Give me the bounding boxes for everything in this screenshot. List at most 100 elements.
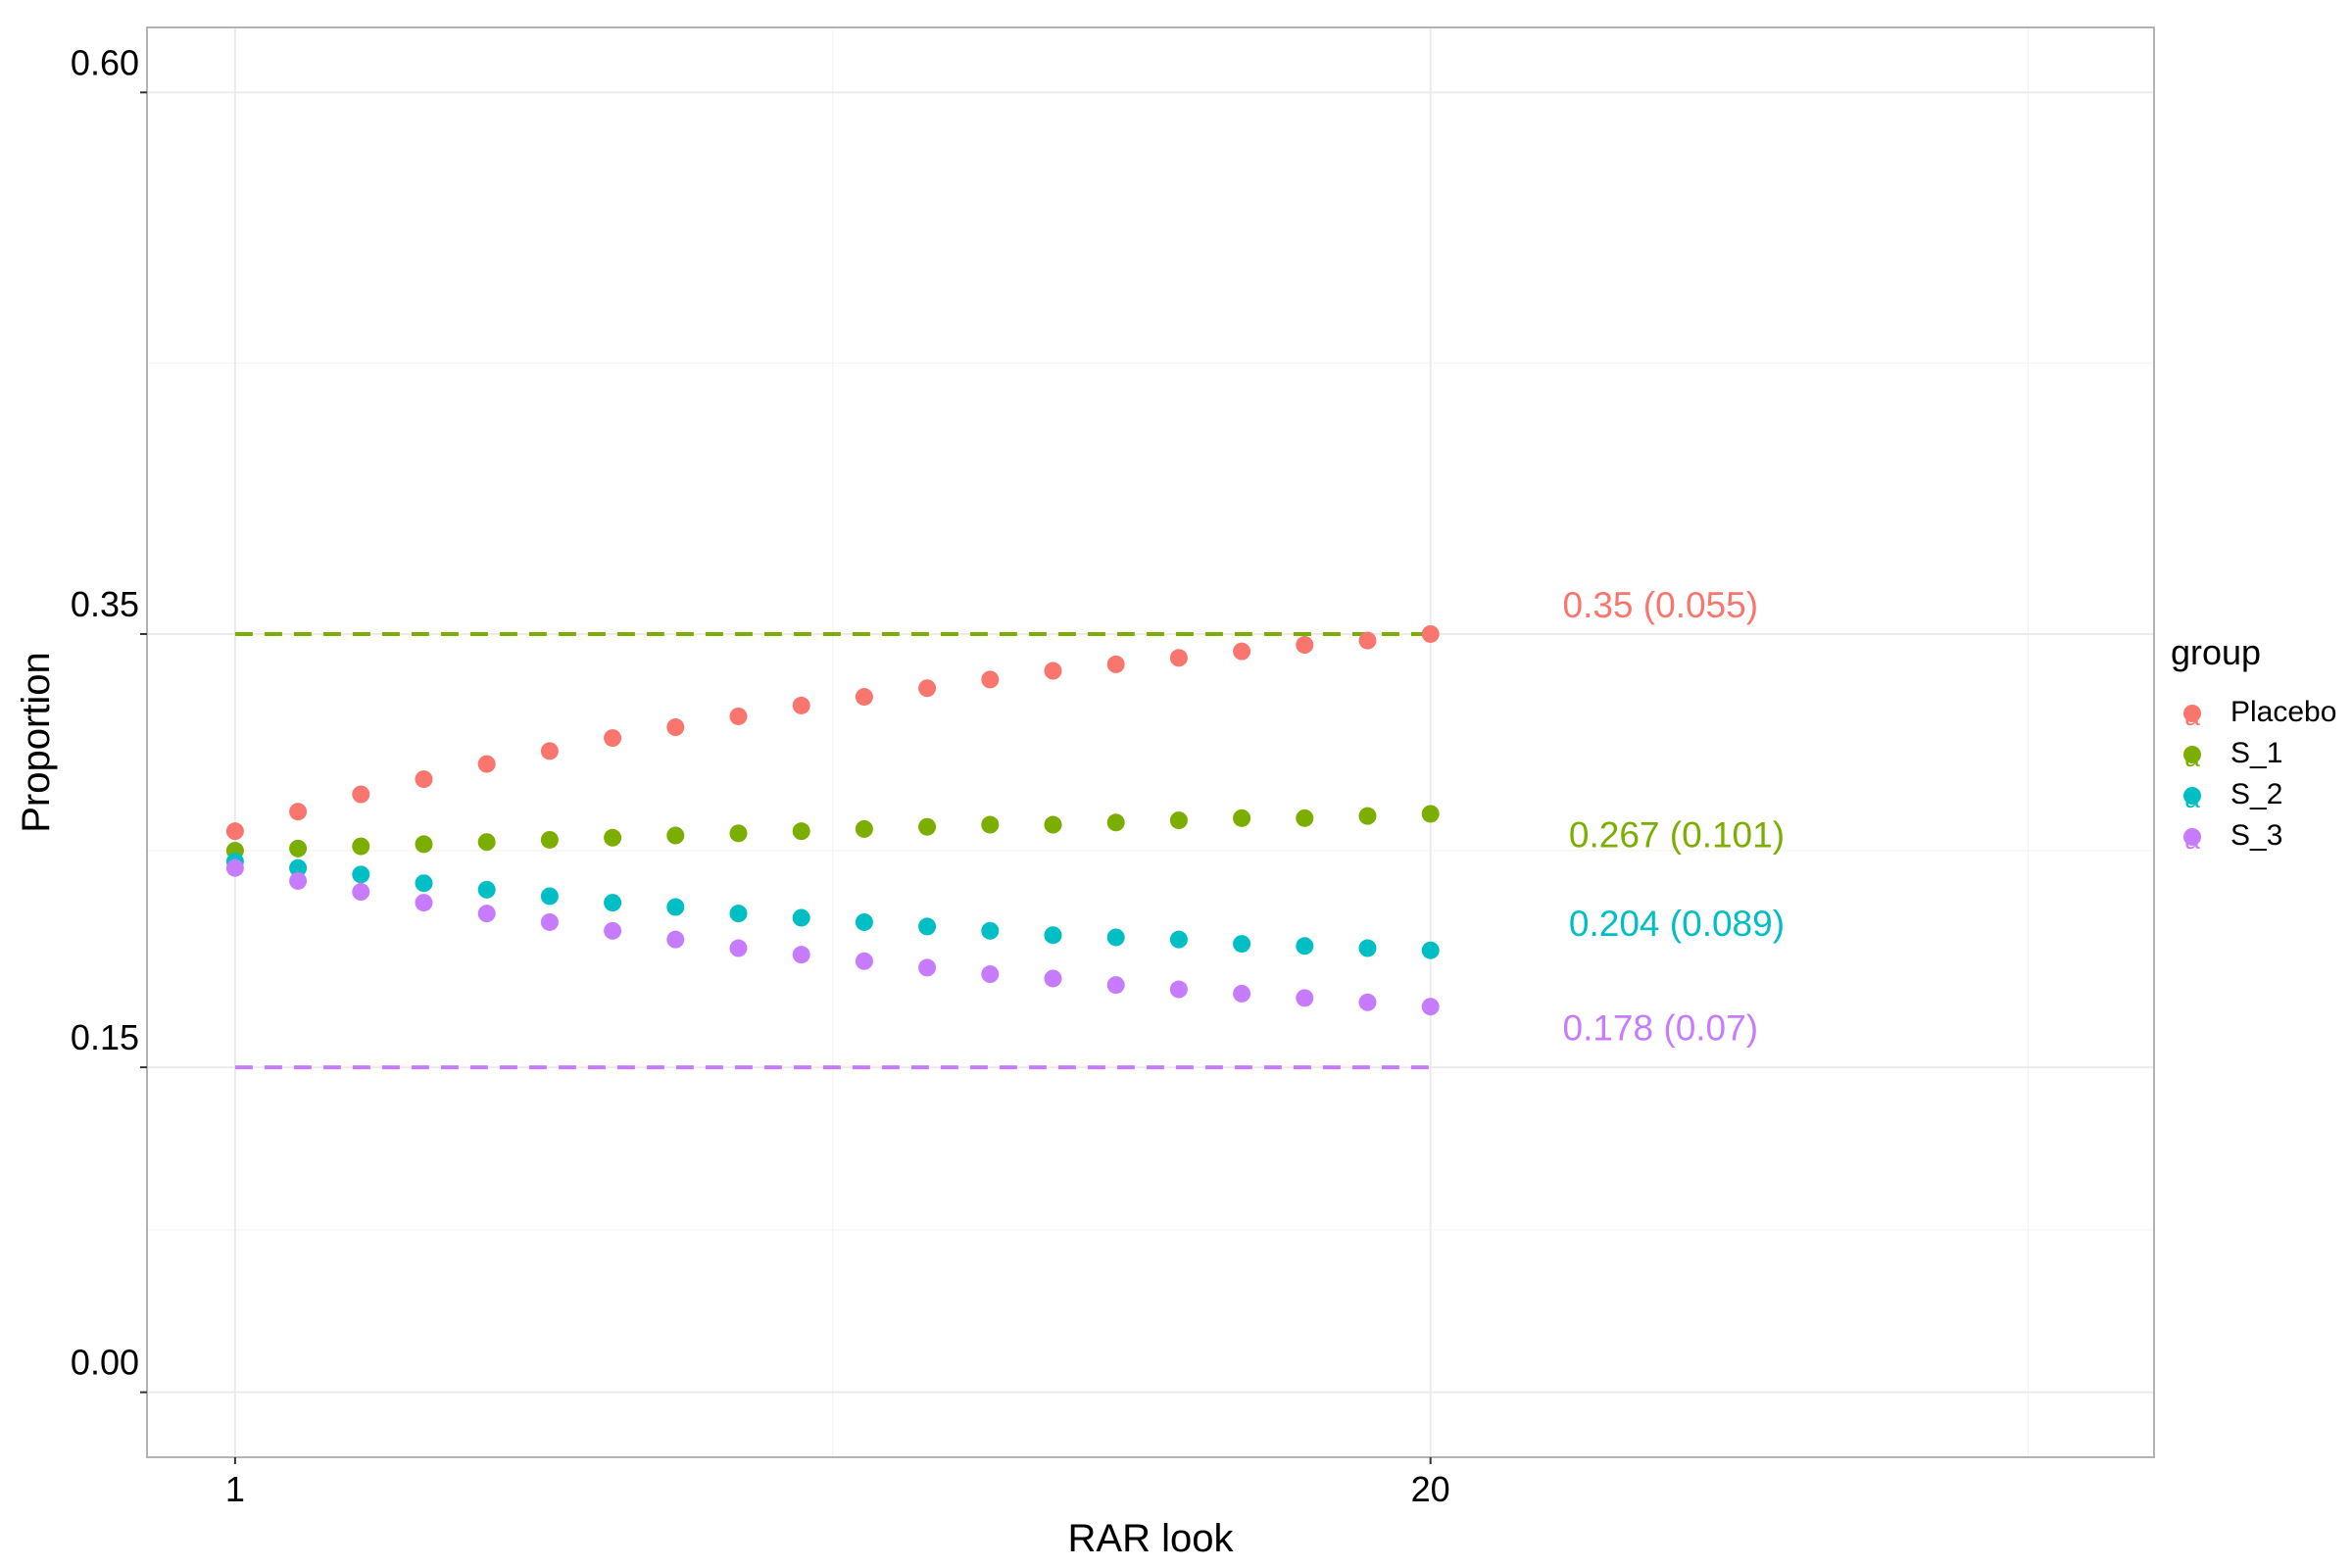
data-point <box>540 887 559 906</box>
data-point <box>1296 636 1314 655</box>
data-point <box>1044 969 1062 988</box>
data-point <box>1358 939 1377 957</box>
data-point <box>918 917 937 936</box>
data-point <box>729 905 748 923</box>
data-point <box>1106 813 1125 832</box>
legend-key-dot <box>2183 787 2201 805</box>
series-placebo <box>225 624 1440 841</box>
data-point <box>792 822 810 841</box>
legend-key-glyph: a <box>2184 824 2200 855</box>
legend-key-1: a <box>2183 742 2201 772</box>
data-point <box>666 898 685 916</box>
data-point <box>666 826 685 845</box>
data-point <box>1358 631 1377 650</box>
series-s-3 <box>225 858 1440 1016</box>
series-s-2 <box>225 853 1440 959</box>
data-point <box>981 815 1000 834</box>
legend-key-dot <box>2183 705 2201 722</box>
data-point <box>918 817 937 836</box>
data-point <box>604 894 622 912</box>
value-annotation-1: 0.267 (0.101) <box>1569 815 1785 856</box>
data-point <box>415 835 433 854</box>
y-axis-title: Proportion <box>15 652 58 833</box>
legend-key-glyph: a <box>2184 701 2200 731</box>
data-point <box>1169 930 1188 949</box>
y-tick-label: 0.00 <box>71 1343 139 1383</box>
data-point <box>477 833 496 852</box>
data-point <box>981 670 1000 689</box>
data-point <box>729 939 748 957</box>
data-point <box>352 865 370 884</box>
data-point <box>1044 662 1062 680</box>
x-axis-title: RAR look <box>1068 1517 1235 1560</box>
data-point <box>1106 655 1125 673</box>
data-point <box>1296 989 1314 1007</box>
legend-key-dot <box>2183 828 2201 846</box>
legend-key-glyph: a <box>2184 742 2200 772</box>
data-point <box>1358 807 1377 825</box>
data-point <box>289 858 308 877</box>
data-point <box>1169 811 1188 830</box>
data-point <box>477 755 496 773</box>
data-point <box>415 770 433 789</box>
data-point <box>1106 976 1125 995</box>
data-point <box>477 905 496 923</box>
panel-border <box>146 26 2155 1458</box>
data-point <box>1233 808 1251 827</box>
data-point <box>604 828 622 847</box>
y-tick-label: 0.35 <box>71 584 139 624</box>
series-s-1 <box>225 805 1440 860</box>
data-point <box>1169 649 1188 667</box>
data-point <box>729 824 748 843</box>
data-point <box>1421 805 1440 823</box>
data-point <box>666 930 685 949</box>
data-point <box>855 952 873 970</box>
data-point <box>666 718 685 737</box>
data-point <box>1233 642 1251 661</box>
data-point <box>1358 993 1377 1011</box>
legend-label: S_3 <box>2230 819 2282 852</box>
data-point <box>289 871 308 890</box>
data-point <box>540 830 559 849</box>
x-tick-label: 20 <box>1411 1469 1450 1509</box>
legend-key-dot <box>2183 746 2201 763</box>
data-point <box>1044 815 1062 834</box>
data-point <box>415 874 433 893</box>
data-point <box>1169 980 1188 999</box>
data-point <box>604 921 622 940</box>
data-point <box>1296 937 1314 956</box>
data-point <box>1421 624 1440 643</box>
data-point <box>352 837 370 856</box>
y-axis: 0.00 0.15 0.35 0.60 <box>71 42 147 1394</box>
data-point <box>918 958 937 977</box>
data-point <box>792 908 810 927</box>
data-point <box>792 696 810 714</box>
data-point <box>855 819 873 838</box>
data-point <box>604 729 622 748</box>
legend-label: S_1 <box>2230 737 2282 769</box>
value-annotation-0: 0.35 (0.055) <box>1563 585 1759 625</box>
data-point <box>1233 984 1251 1003</box>
legend-key-glyph: a <box>2184 783 2200 813</box>
x-axis: 1 20 <box>225 1457 1450 1509</box>
y-tick-label: 0.15 <box>71 1017 139 1057</box>
data-point <box>1296 808 1314 827</box>
legend-label: Placebo <box>2230 696 2336 728</box>
data-point <box>225 858 244 877</box>
data-point <box>981 921 1000 940</box>
data-point <box>918 679 937 698</box>
data-point <box>477 880 496 899</box>
legend-label: S_2 <box>2230 778 2282 810</box>
legend-key-2: a <box>2183 783 2201 813</box>
data-point <box>352 883 370 902</box>
data-point <box>1044 926 1062 945</box>
data-point <box>415 894 433 912</box>
value-annotation-2: 0.204 (0.089) <box>1569 904 1785 944</box>
data-point <box>225 822 244 841</box>
data-point <box>289 839 308 858</box>
value-annotation-3: 0.178 (0.07) <box>1563 1007 1759 1048</box>
legend-key-3: a <box>2183 824 2201 855</box>
